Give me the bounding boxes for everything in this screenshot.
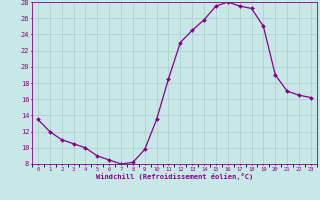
X-axis label: Windchill (Refroidissement éolien,°C): Windchill (Refroidissement éolien,°C) [96,173,253,180]
